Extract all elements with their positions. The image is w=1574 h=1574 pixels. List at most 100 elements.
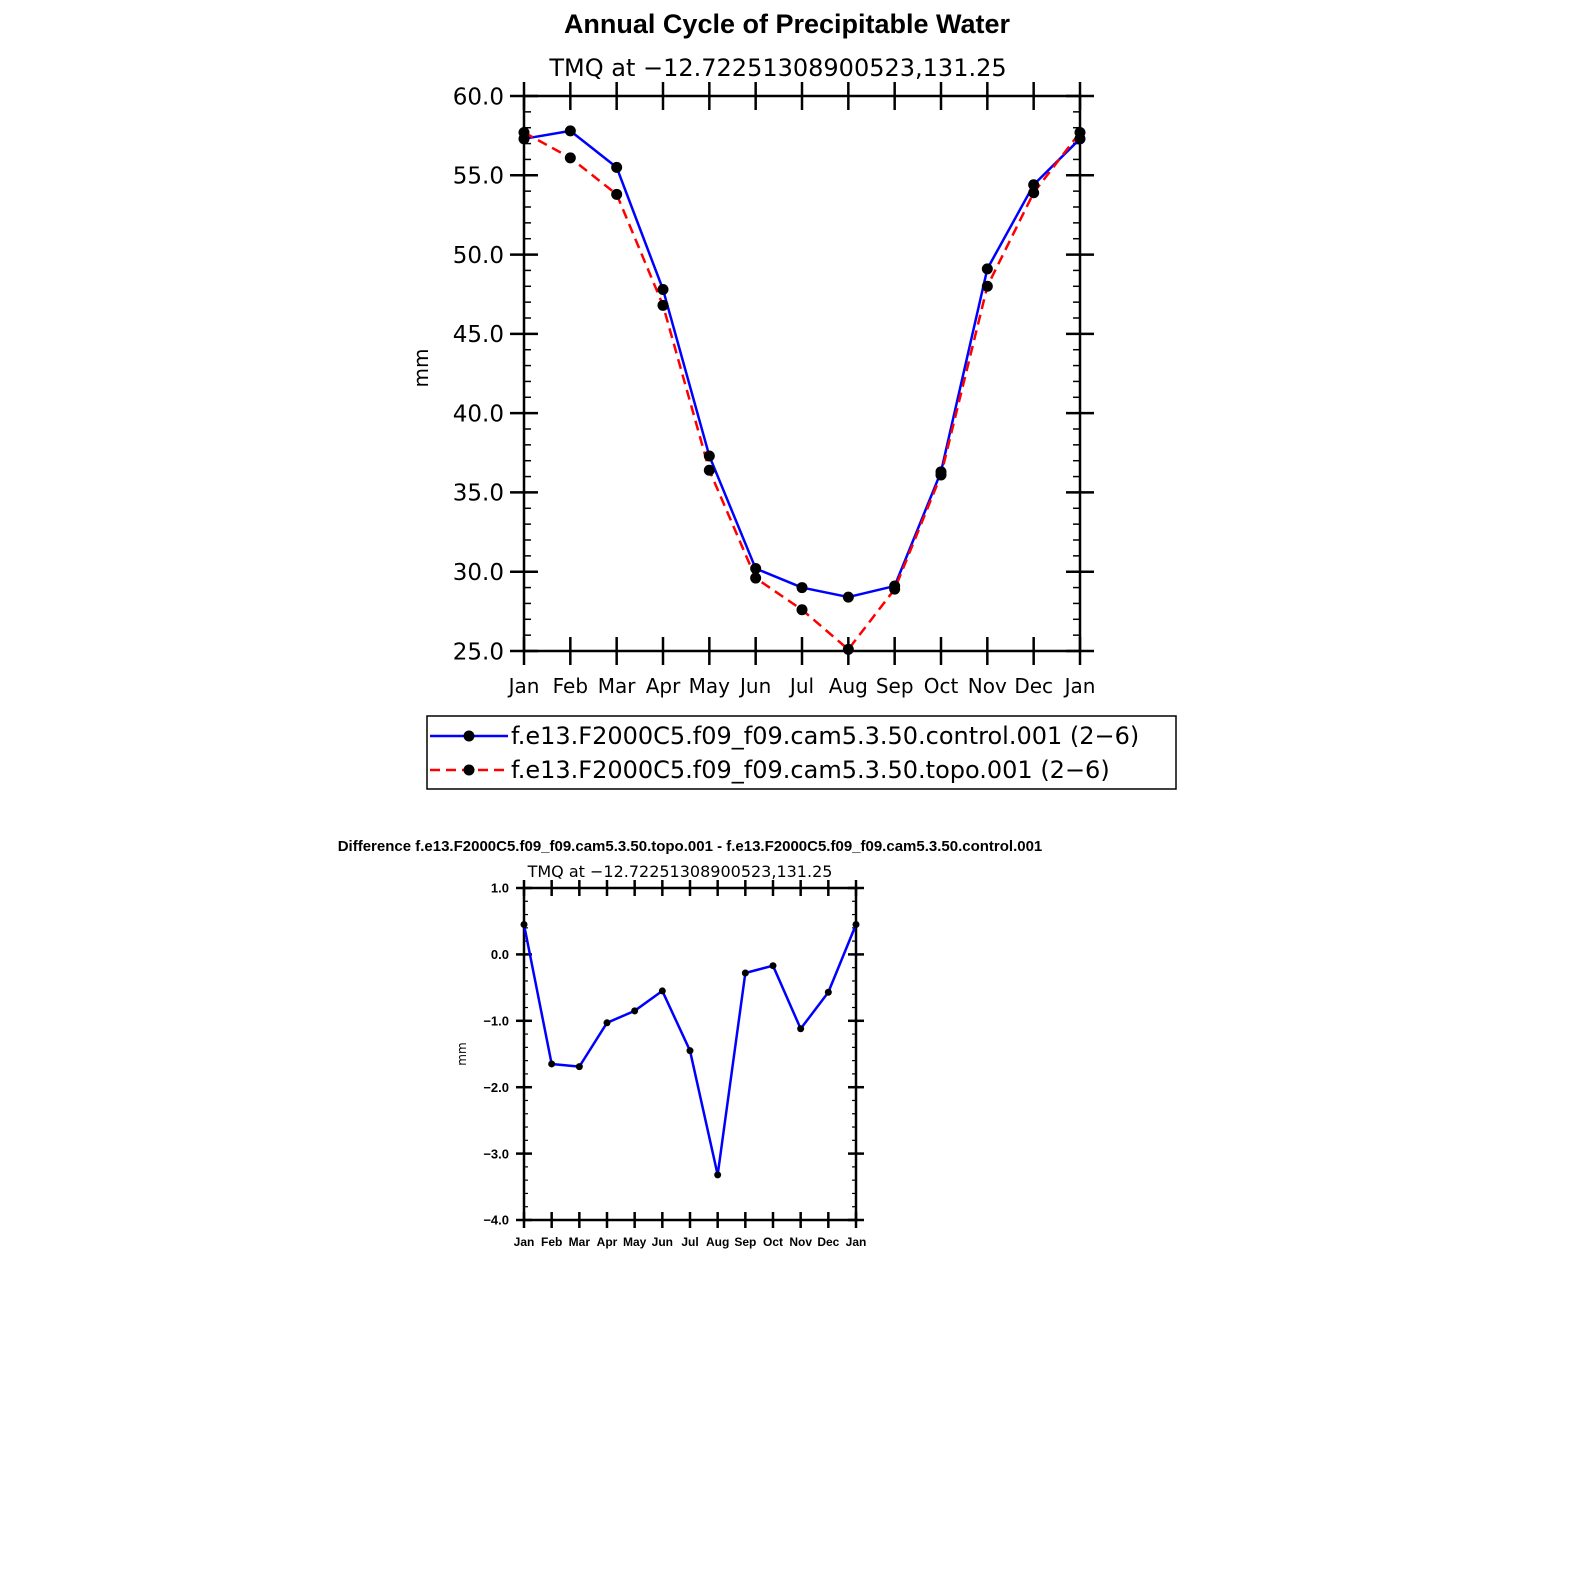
data-point-s0-2 (611, 161, 623, 173)
x-tick-label: Jun (652, 1235, 673, 1249)
data-point-s1-10 (981, 280, 993, 292)
chart1-ylabel: mm (409, 349, 433, 388)
plot-frame (522, 94, 1082, 653)
data-point-s1-2 (611, 188, 623, 200)
data-point-s1-11 (1028, 187, 1040, 199)
chart2-ylabel: mm (455, 1042, 469, 1065)
data-point-s1-4 (703, 464, 715, 476)
x-tick-label: Sep (734, 1235, 756, 1249)
y-tick-label: 35.0 (453, 481, 504, 507)
data-point-s0-6 (686, 1047, 694, 1055)
x-tick-label: Aug (706, 1235, 729, 1249)
data-point-s0-0 (520, 921, 528, 929)
series-line-1 (523, 131, 1081, 651)
x-tick-label: Oct (924, 674, 959, 698)
chart2-axes (516, 880, 864, 1228)
data-point-s0-9 (769, 962, 777, 970)
x-tick-label: Nov (789, 1235, 812, 1249)
x-tick-label: Jan (846, 1235, 867, 1249)
x-tick-label: Feb (541, 1235, 562, 1249)
data-point-s0-4 (703, 450, 715, 462)
data-point-s0-7 (842, 591, 854, 603)
y-tick-label: −2.0 (483, 1080, 509, 1095)
x-tick-label: Mar (598, 674, 637, 698)
data-point-s0-1 (548, 1060, 556, 1068)
y-tick-label: −4.0 (483, 1213, 509, 1228)
chart2-subtitle: TMQ at −12.72251308900523,131.25 (527, 862, 833, 881)
legend-label-control: f.e13.F2000C5.f09_f09.cam5.3.50.control.… (511, 722, 1139, 750)
data-point-s0-2 (575, 1063, 583, 1071)
data-point-s0-11 (824, 988, 832, 996)
data-point-s0-7 (714, 1171, 722, 1179)
y-tick-label: 40.0 (453, 401, 504, 427)
y-tick-label: 0.0 (491, 947, 509, 962)
data-point-s0-1 (564, 125, 576, 137)
x-tick-label: May (623, 1235, 647, 1249)
y-tick-label: 30.0 (453, 560, 504, 586)
x-tick-label: Jan (507, 674, 540, 698)
legend-marker-topo (463, 764, 475, 776)
data-point-s1-0 (518, 126, 530, 138)
data-point-s0-3 (657, 283, 669, 295)
data-point-s1-5 (750, 572, 762, 584)
chart1-axes (510, 82, 1094, 665)
data-point-s0-3 (603, 1019, 611, 1027)
data-point-s0-5 (750, 563, 762, 575)
y-tick-label: 50.0 (453, 243, 504, 269)
chart1-series (518, 125, 1086, 655)
x-tick-label: Dec (817, 1235, 839, 1249)
data-point-s1-7 (842, 643, 854, 655)
x-tick-label: Aug (829, 674, 868, 698)
data-point-s0-4 (631, 1007, 639, 1015)
series-line-0 (523, 129, 1081, 599)
data-point-s1-9 (935, 469, 947, 481)
legend-label-topo: f.e13.F2000C5.f09_f09.cam5.3.50.topo.001… (511, 756, 1110, 784)
chart2-y-tick-labels: −4.0 −3.0 −2.0 −1.0 0.0 1.0 (483, 881, 509, 1228)
chart1-title: Annual Cycle of Precipitable Water (564, 9, 1011, 39)
x-tick-label: Feb (553, 674, 588, 698)
data-point-s0-10 (981, 263, 993, 275)
x-tick-label: Jan (514, 1235, 535, 1249)
data-point-s0-6 (796, 582, 808, 594)
legend-marker-control (463, 730, 475, 742)
y-tick-label: 1.0 (491, 881, 509, 896)
data-point-s0-10 (797, 1025, 805, 1033)
chart2-title: Difference f.e13.F2000C5.f09_f09.cam5.3.… (338, 838, 1043, 855)
y-tick-label: −1.0 (483, 1013, 509, 1028)
data-point-s0-12 (852, 921, 860, 929)
y-tick-label: 55.0 (453, 164, 504, 190)
data-point-s1-8 (889, 583, 901, 595)
x-tick-label: Sep (876, 674, 914, 698)
x-tick-label: Dec (1014, 674, 1053, 698)
x-tick-label: Oct (763, 1235, 783, 1249)
data-point-s0-5 (658, 987, 666, 995)
y-tick-label: −3.0 (483, 1146, 509, 1161)
data-point-s1-1 (564, 152, 576, 164)
y-tick-label: 45.0 (453, 322, 504, 348)
data-point-s0-8 (741, 969, 749, 977)
x-tick-label: May (689, 674, 731, 698)
chart1-subtitle: TMQ at −12.72251308900523,131.25 (548, 54, 1006, 82)
x-tick-label: Nov (968, 674, 1007, 698)
difference-chart: Difference f.e13.F2000C5.f09_f09.cam5.3.… (338, 838, 1043, 1249)
data-point-s1-12 (1074, 126, 1086, 138)
x-tick-label: Jul (681, 1235, 698, 1249)
legend-box (426, 715, 1177, 790)
y-tick-label: 60.0 (453, 84, 504, 110)
annual-cycle-chart: Annual Cycle of Precipitable Water TMQ a… (409, 9, 1177, 790)
x-tick-label: Jan (1063, 674, 1096, 698)
chart1-x-tick-labels: Jan Feb Mar Apr May Jun Jul Aug Sep Oct Nov Dec Jan (507, 674, 1096, 698)
chart2-series (520, 921, 860, 1179)
x-tick-label: Mar (569, 1235, 591, 1249)
data-point-s1-6 (796, 604, 808, 616)
chart2-x-tick-labels: Jan Feb Mar Apr May Jun Jul Aug Sep Oct Nov Dec Jan (514, 1235, 867, 1249)
x-tick-label: Jun (738, 674, 771, 698)
chart1-legend: f.e13.F2000C5.f09_f09.cam5.3.50.control.… (426, 715, 1177, 790)
data-point-s1-3 (657, 299, 669, 311)
data-point-s0-11 (1028, 179, 1040, 191)
y-tick-label: 25.0 (453, 639, 504, 665)
x-tick-label: Apr (646, 674, 681, 698)
chart1-y-tick-labels: 25.0 30.0 35.0 40.0 45.0 50.0 55.0 60.0 (453, 84, 504, 665)
x-tick-label: Apr (597, 1235, 618, 1249)
